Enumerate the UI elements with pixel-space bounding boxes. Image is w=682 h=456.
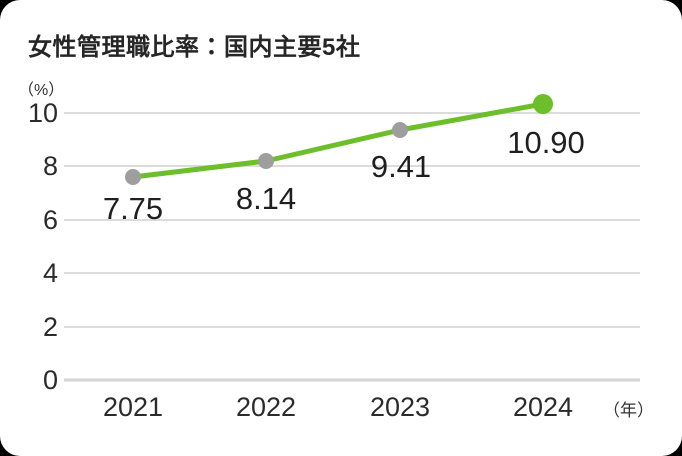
y-axis-tick-label: 8 xyxy=(42,151,58,181)
y-axis-unit-label: （%） xyxy=(18,82,65,99)
y-axis-tick-label: 2 xyxy=(42,312,58,342)
data-point-label: 8.14 xyxy=(235,181,297,216)
x-axis-tick-label: 2022 xyxy=(235,392,297,422)
data-point-marker xyxy=(125,169,141,185)
data-point-marker xyxy=(258,153,274,169)
x-axis-tick-label: 2024 xyxy=(512,392,574,422)
chart-title: 女性管理職比率：国内主要5社 xyxy=(28,34,361,61)
x-axis-tick-label: 2023 xyxy=(369,392,431,422)
data-point-label: 7.75 xyxy=(102,191,164,226)
trend-line xyxy=(130,101,546,180)
data-point-label: 10.90 xyxy=(507,125,585,160)
data-point-marker xyxy=(392,122,408,138)
y-axis-tick-label: 6 xyxy=(42,205,58,235)
y-axis-tick-label: 4 xyxy=(42,258,58,288)
x-axis-tick-label: 2021 xyxy=(102,392,164,422)
y-axis-tick-label: 0 xyxy=(42,365,58,395)
x-axis-unit-label: （年） xyxy=(603,401,654,420)
data-point-label: 9.41 xyxy=(370,149,432,184)
y-axis-tick-label: 10 xyxy=(27,98,58,128)
data-point-marker xyxy=(533,94,553,114)
